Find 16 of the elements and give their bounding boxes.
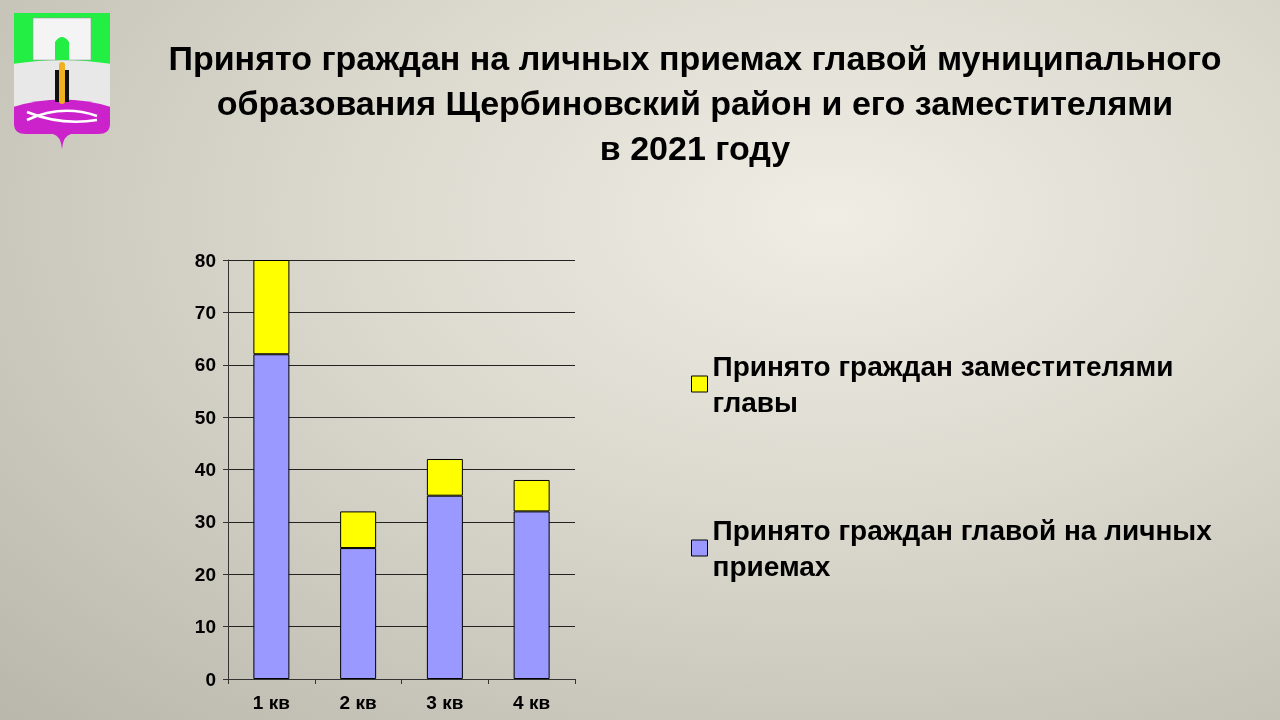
x-tick-label: 1 кв <box>252 692 290 713</box>
y-tick-label: 50 <box>194 406 216 428</box>
x-tick-label: 2 кв <box>339 692 377 713</box>
x-tick-label: 4 кв <box>513 692 551 713</box>
y-tick-label: 80 <box>194 249 216 271</box>
y-tick-label: 40 <box>194 459 216 480</box>
y-tick-label: 60 <box>194 354 216 376</box>
x-tick-label: 3 кв <box>426 692 464 713</box>
y-tick-label: 30 <box>194 511 216 533</box>
y-tick-label: 70 <box>194 301 216 323</box>
y-tick-label: 0 <box>205 668 216 690</box>
legend-label: Принято граждан главой на личных приемах <box>712 514 1213 582</box>
y-tick-label: 20 <box>194 563 216 585</box>
text: Принято граждан на личных приемах главой муниципального образования Щербиновский район и его заместителями в 2021 году <box>168 38 1222 167</box>
legend-label: Принято граждан заместителями главы <box>712 350 1174 418</box>
y-tick-label: 10 <box>194 616 216 638</box>
